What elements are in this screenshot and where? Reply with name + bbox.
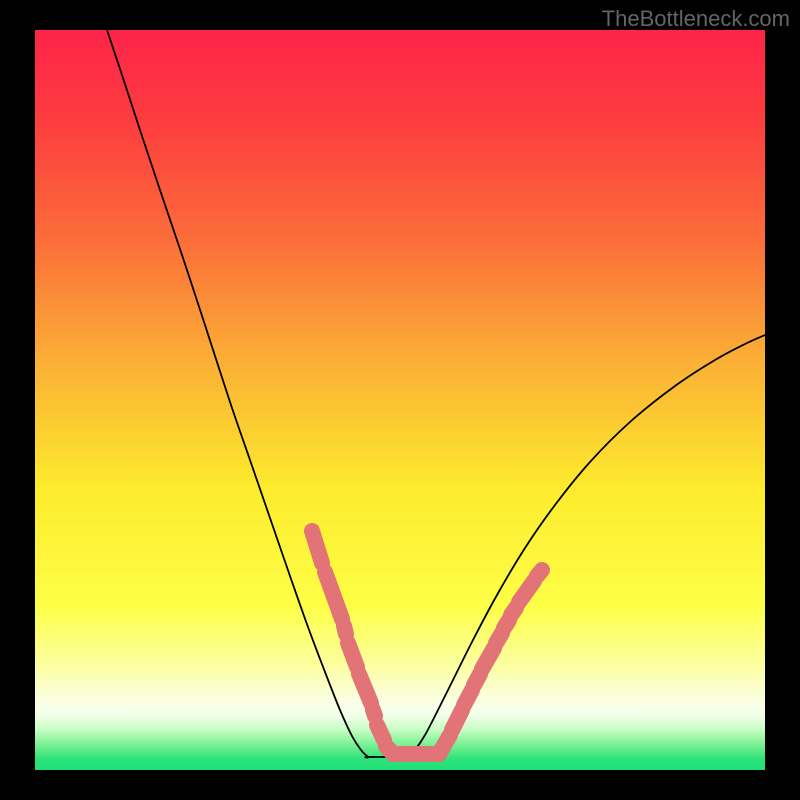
- highlight-pill: [482, 648, 494, 669]
- highlight-pill: [377, 725, 384, 740]
- chart-container: TheBottleneck.com: [0, 0, 800, 800]
- highlight-pill: [537, 570, 542, 576]
- watermark-text: TheBottleneck.com: [602, 6, 790, 32]
- highlight-pill: [348, 643, 357, 667]
- plot-area: [35, 30, 765, 770]
- highlight-pill: [439, 735, 450, 754]
- highlight-pill: [452, 710, 462, 730]
- highlight-pill: [344, 626, 346, 634]
- plot-svg: [35, 30, 765, 770]
- highlight-pill: [359, 674, 371, 703]
- highlight-pill: [312, 531, 322, 563]
- highlight-pill: [373, 710, 375, 716]
